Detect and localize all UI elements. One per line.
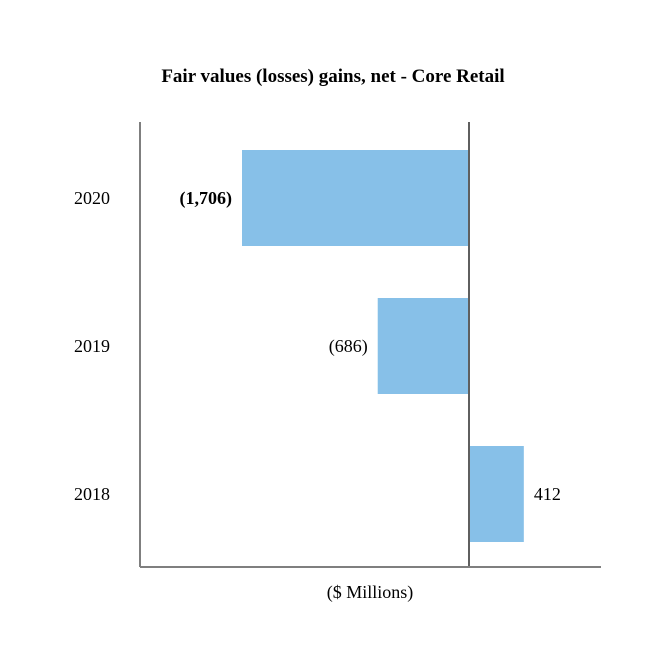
bar-2018 [469,446,524,542]
y-tick-label-2020: 2020 [74,188,110,208]
plot-area: 2020 (1,706) 2019 (686) 2018 412 [74,122,601,568]
bar-2019 [377,298,469,394]
x-axis-label: ($ Millions) [327,582,414,603]
bar-2020 [242,150,469,246]
data-label-2019: (686) [329,336,368,357]
y-tick-label-2018: 2018 [74,484,110,504]
chart-title: Fair values (losses) gains, net - Core R… [161,66,504,87]
y-tick-label-2019: 2019 [74,336,110,356]
data-label-2018: 412 [534,484,561,504]
data-label-2020: (1,706) [180,188,233,209]
